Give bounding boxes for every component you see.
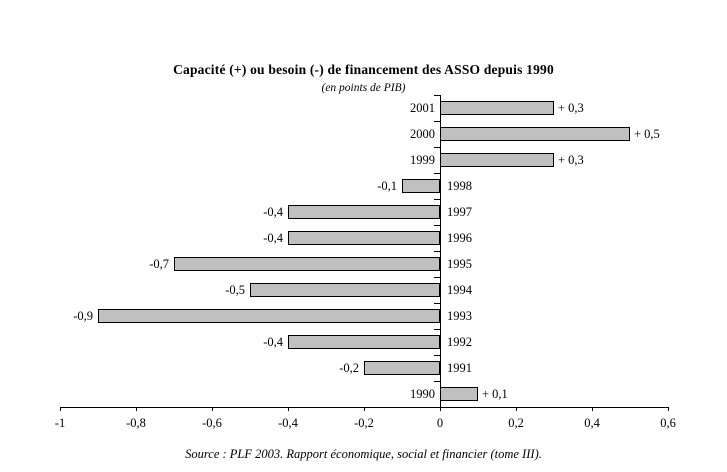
- y-axis-line: [440, 95, 441, 407]
- category-tick: [434, 173, 440, 174]
- x-tick: [440, 407, 441, 411]
- bar: [364, 361, 440, 375]
- x-tick: [60, 407, 61, 411]
- x-tick-label: 0,2: [508, 416, 524, 430]
- category-tick: [434, 407, 440, 408]
- x-tick: [212, 407, 213, 411]
- category-tick: [434, 199, 440, 200]
- year-label: 1994: [447, 283, 472, 297]
- value-label: -0,4: [263, 205, 283, 219]
- category-tick: [434, 121, 440, 122]
- category-tick: [434, 277, 440, 278]
- bar: [174, 257, 440, 271]
- x-tick-label: 0,6: [660, 416, 676, 430]
- bar: [440, 387, 478, 401]
- year-label: 1995: [447, 257, 472, 271]
- x-tick: [668, 407, 669, 411]
- x-tick-label: -0,6: [202, 416, 222, 430]
- chart-title: Capacité (+) ou besoin (-) de financemen…: [173, 62, 554, 77]
- category-tick: [434, 225, 440, 226]
- x-tick-label: -0,4: [278, 416, 298, 430]
- x-tick-label: -1: [54, 416, 66, 430]
- x-tick-label: 0: [436, 416, 444, 430]
- value-label: + 0,5: [634, 127, 660, 141]
- bar: [440, 153, 554, 167]
- year-label: 2001: [410, 101, 435, 115]
- x-tick: [516, 407, 517, 411]
- value-label: + 0,3: [558, 153, 584, 167]
- value-label: -0,4: [263, 231, 283, 245]
- bar: [440, 101, 554, 115]
- x-tick: [136, 407, 137, 411]
- bar: [402, 179, 440, 193]
- year-label: 2000: [410, 127, 435, 141]
- value-label: -0,5: [225, 283, 245, 297]
- category-tick: [434, 303, 440, 304]
- bar: [288, 205, 440, 219]
- x-tick-label: -0,8: [126, 416, 146, 430]
- value-label: + 0,3: [558, 101, 584, 115]
- chart-subtitle: (en points de PIB): [321, 82, 406, 94]
- year-label: 1998: [447, 179, 472, 193]
- category-tick: [434, 147, 440, 148]
- year-label: 1999: [410, 153, 435, 167]
- category-tick: [434, 381, 440, 382]
- year-label: 1993: [447, 309, 472, 323]
- x-tick: [592, 407, 593, 411]
- value-label: -0,1: [377, 179, 397, 193]
- value-label: + 0,1: [482, 387, 508, 401]
- x-tick: [288, 407, 289, 411]
- year-label: 1997: [447, 205, 472, 219]
- category-tick: [434, 251, 440, 252]
- x-tick: [364, 407, 365, 411]
- bar: [288, 335, 440, 349]
- x-tick-label: 0,4: [584, 416, 600, 430]
- category-tick: [434, 329, 440, 330]
- year-label: 1992: [447, 335, 472, 349]
- bar: [440, 127, 630, 141]
- value-label: -0,7: [149, 257, 169, 271]
- bar: [288, 231, 440, 245]
- year-label: 1990: [410, 387, 435, 401]
- value-label: -0,2: [339, 361, 359, 375]
- bar: [98, 309, 440, 323]
- x-tick-label: -0,2: [354, 416, 374, 430]
- source-caption: Source : PLF 2003. Rapport économique, s…: [185, 447, 542, 461]
- bar: [250, 283, 440, 297]
- category-tick: [434, 355, 440, 356]
- year-label: 1996: [447, 231, 472, 245]
- category-tick: [434, 95, 440, 96]
- value-label: -0,9: [73, 309, 93, 323]
- value-label: -0,4: [263, 335, 283, 349]
- year-label: 1991: [447, 361, 472, 375]
